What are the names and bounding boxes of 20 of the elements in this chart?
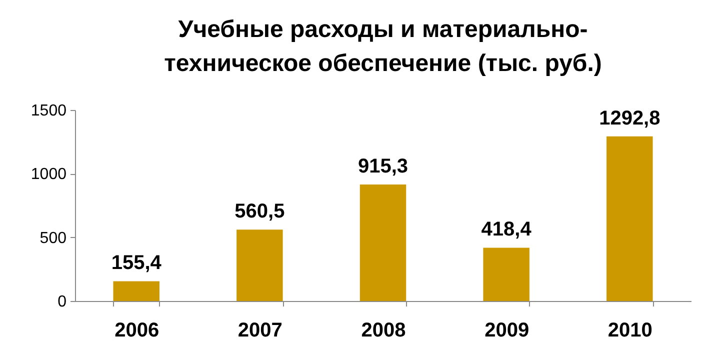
- x-tick-label: 2007: [238, 320, 282, 342]
- bar: [360, 184, 406, 301]
- x-tick-label: 2008: [361, 320, 406, 342]
- bar: [113, 281, 160, 301]
- y-tick-label: 0: [58, 294, 67, 310]
- chart-title: Учебные расходы и материально-техническое обеспечение (тыс. руб.): [164, 16, 602, 77]
- y-tick-label: 500: [40, 230, 67, 247]
- bar: [606, 136, 653, 301]
- data-label: 915,3: [358, 155, 408, 178]
- data-label: 1292,8: [599, 107, 660, 130]
- x-tick-label: 2010: [608, 320, 652, 342]
- data-label: 155,4: [111, 252, 162, 274]
- bar: [236, 230, 283, 301]
- data-label: 560,5: [234, 200, 285, 223]
- x-tick-label: 2006: [114, 320, 160, 342]
- data-label: 418,4: [481, 218, 532, 241]
- x-tick-label: 2009: [484, 320, 530, 342]
- y-tick-label: 1000: [30, 166, 67, 184]
- y-tick-label: 1500: [30, 102, 67, 120]
- bar: [483, 248, 530, 301]
